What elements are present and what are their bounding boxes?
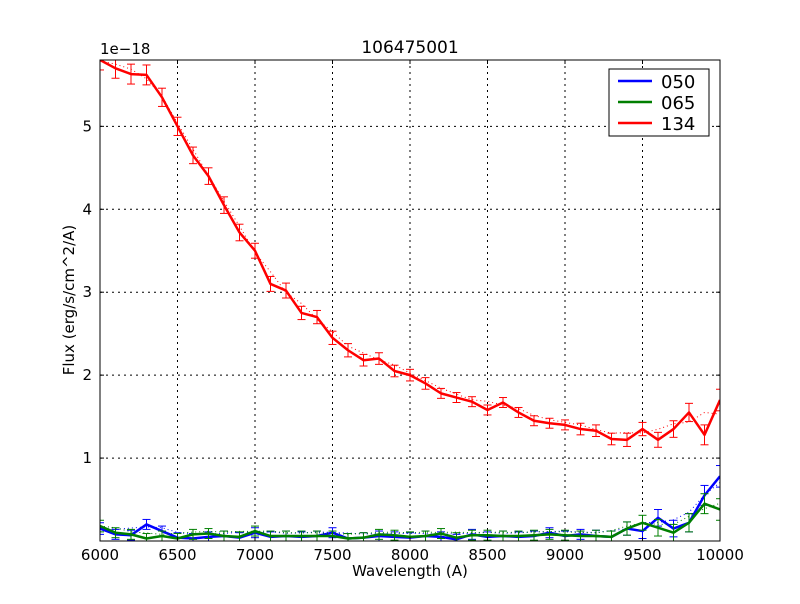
chart-title: 106475001	[361, 38, 458, 58]
x-tick-label: 7500	[313, 546, 351, 564]
y-tick-label: 5	[82, 117, 92, 135]
legend-label: 134	[661, 114, 695, 135]
data-series	[100, 60, 720, 541]
legend-label: 050	[661, 72, 695, 93]
y-tick-label: 4	[82, 200, 92, 218]
x-tick-label: 7000	[236, 546, 274, 564]
series-line	[100, 60, 720, 442]
x-tick-label: 6500	[158, 546, 196, 564]
y-tick-label: 2	[82, 366, 92, 384]
legend-item-050: 050	[618, 72, 695, 93]
y-tick-label: 3	[82, 283, 92, 301]
series-line	[100, 502, 720, 540]
x-tick-label: 10000	[696, 546, 744, 564]
series-065	[100, 493, 720, 541]
x-tick-label: 8500	[468, 546, 506, 564]
y-tick-label: 1	[82, 449, 92, 467]
y-axis-label: Flux (erg/s/cm^2/A)	[60, 225, 78, 376]
x-tick-label: 6000	[81, 546, 119, 564]
series-134	[100, 60, 720, 448]
series-model-line	[100, 502, 720, 535]
axis-ticks: 6000 6500 7000 7500 8000 8500 9000 9500 10000 1 2 3…	[81, 60, 744, 564]
y-offset-label: 1e−18	[100, 40, 150, 58]
legend-item-065: 065	[618, 93, 695, 114]
x-tick-label: 9500	[623, 546, 661, 564]
x-axis-label: Wavelength (A)	[352, 562, 468, 580]
legend-label: 065	[661, 93, 695, 114]
x-tick-label: 9000	[546, 546, 584, 564]
x-tick-label: 8000	[391, 546, 429, 564]
legend-item-134: 134	[618, 114, 695, 135]
